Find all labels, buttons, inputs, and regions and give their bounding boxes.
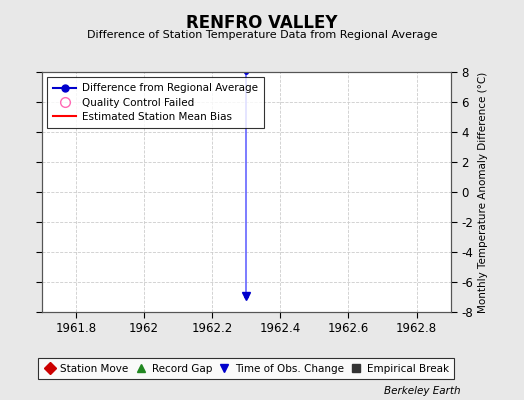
Text: Berkeley Earth: Berkeley Earth: [385, 386, 461, 396]
Legend: Station Move, Record Gap, Time of Obs. Change, Empirical Break: Station Move, Record Gap, Time of Obs. C…: [38, 358, 454, 379]
Y-axis label: Monthly Temperature Anomaly Difference (°C): Monthly Temperature Anomaly Difference (…: [478, 71, 488, 313]
Text: RENFRO VALLEY: RENFRO VALLEY: [186, 14, 338, 32]
Text: Difference of Station Temperature Data from Regional Average: Difference of Station Temperature Data f…: [87, 30, 437, 40]
